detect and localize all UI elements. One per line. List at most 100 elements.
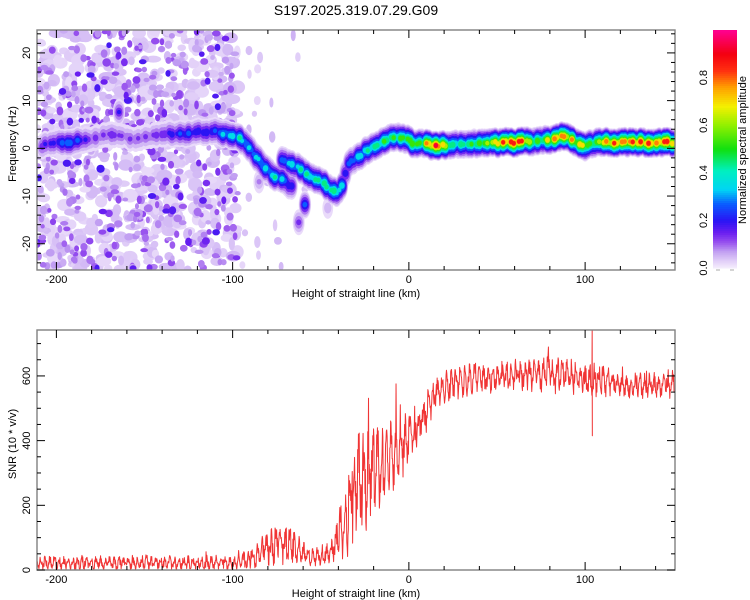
spectrogram-noise-cell [89,61,96,67]
spectrogram-noise-cell [229,223,237,232]
spectrogram-noise-cell [86,72,95,78]
colorbar-segment [713,260,737,263]
spectrogram-noise-cell [51,213,58,220]
colorbar-segment [713,30,737,33]
spectrogram-ridge-cell [424,141,429,146]
colorbar-segment [713,87,737,90]
spectrogram-noise-cell [156,169,173,181]
spectrogram-noise-cell [222,43,234,56]
spectrogram-noise-cell [53,54,63,68]
spectrogram-noise-cell [121,82,128,91]
spectrogram-noise-cell [140,167,155,174]
spectrogram-noise-cell [202,179,211,187]
spectrogram-noise-cell [162,177,170,186]
spectrogram-noise-cell [66,101,73,108]
spectrogram-noise-cell [45,155,51,162]
spectrogram-noise-cell [197,259,205,268]
colorbar-segment [713,85,737,89]
colorbar-segment [713,71,737,75]
spectrogram-noise-cell [175,175,181,185]
spectrogram-ridge-cell [342,169,349,177]
spectrogram-noise-cell [239,261,246,269]
spectrogram-ridge-cell [545,137,550,143]
spectrogram-noise-cell [130,221,136,229]
snr-axes: -200 -100 0 100 0 200 400 600 Height of straight… [7,329,676,600]
spectrogram-noise-cell [133,155,141,163]
colorbar-segment [713,75,737,79]
spectrogram-noise-cell [221,56,230,64]
snr-y-axis-title: SNR (10 * v/v) [7,409,19,479]
spectrogram-y-tick-label: -20 [21,236,33,252]
spectrogram-noise-cell [194,100,199,110]
spectrogram-ridge-cell [296,219,302,226]
spectrogram-noise-cell [245,45,253,56]
spectrogram-y-tick-label: 20 [21,47,33,59]
spectrogram-ridge-cell [670,141,675,147]
spectrogram-noise-cell [185,149,191,155]
spectrogram-noise-cell [269,97,274,108]
colorbar-segment [713,31,737,35]
spectrogram-noise-cell [278,261,284,270]
spectrogram-noise-cell [170,52,177,58]
spectrogram-noise-cell [68,233,74,242]
spectrogram-noise-cell [45,70,54,75]
colorbar-segment [713,238,737,241]
colorbar-segment [713,61,737,65]
spectrogram-noise-cell [158,184,167,192]
spectrogram-noise-cell [56,106,64,116]
colorbar-segment [713,256,737,259]
spectrogram-noise-cell [214,188,221,196]
colorbar-segment [713,164,737,168]
spectrogram-noise-cell [106,30,111,37]
colorbar-segment [713,192,737,196]
spectrogram-ridge-cell [587,140,593,147]
spectrogram-noise-cell [176,89,183,99]
spectrogram-noise-cell [98,91,107,98]
spectrogram-noise-cell [120,58,128,67]
spectrogram-frame [36,29,676,271]
colorbar-segment [713,33,737,37]
spectrogram-noise-cell [115,51,122,60]
spectrogram-noise-cell [37,174,42,182]
colorbar-segment [713,101,737,104]
colorbar-segment [713,69,737,73]
spectrogram-noise-cell [38,234,47,241]
spectrogram-ridge-cell [212,128,218,134]
spectrogram-noise-cell [37,193,51,203]
spectrogram-ridge-cell [654,140,659,146]
spectrogram-noise-cell [133,163,142,171]
colorbar-segment [713,79,737,83]
colorbar-segment [713,266,737,269]
spectrogram-noise-cell [254,236,261,248]
spectrogram-noise-cell [162,208,171,214]
spectrogram-noise-cell [224,65,231,75]
colorbar-segment [713,180,737,184]
spectrogram-noise-cell [198,30,205,34]
spectrogram-ridge-cell [272,174,277,180]
colorbar-tick-label: 0.4 [698,165,710,180]
colorbar-segment [713,55,737,59]
spectrogram-noise-cell [178,203,188,210]
spectrogram-ridge-cell [597,139,602,145]
colorbar-segment [713,115,737,118]
colorbar: 0.0 0.2 0.4 0.6 0.8 Normalized spectral ampli… [698,30,749,276]
colorbar-segment [713,162,737,166]
spectrogram-noise-cell [103,174,110,182]
spectrogram-noise-cell [67,170,74,177]
spectrogram-noise-cell [49,218,57,226]
colorbar-segment [713,113,737,116]
colorbar-segment [713,65,737,69]
spectrogram-noise-cell [217,78,223,83]
spectrogram-noise-cell [141,66,148,73]
spectrogram-ridge-cell [256,179,262,185]
spectrogram-noise-cell [172,59,182,67]
spectrogram-ridge-cell [409,140,416,147]
colorbar-segment [713,214,737,217]
spectrogram-noise-cell [165,57,172,64]
spectrogram-noise-cell [154,255,164,264]
colorbar-segment [713,232,737,235]
colorbar-segment [713,99,737,102]
colorbar-segment [713,39,737,43]
spectrogram-noise-cell [106,227,115,233]
spectrogram-noise-cell [214,208,220,216]
